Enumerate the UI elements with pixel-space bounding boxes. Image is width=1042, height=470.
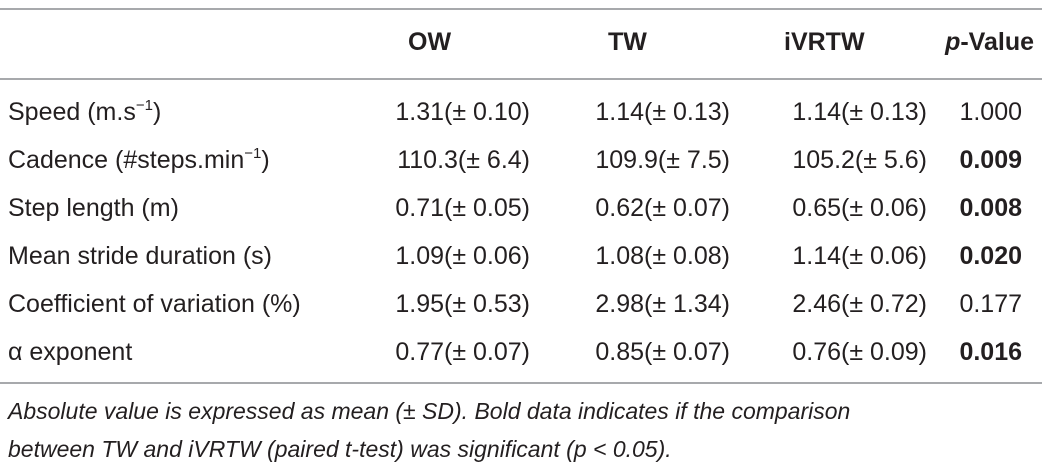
- header-ivrtw: iVRTW: [784, 28, 865, 56]
- cell-tw: 1.14(± 0.13): [595, 98, 730, 126]
- footnote-line-2: between TW and iVRTW (paired t-test) was…: [8, 436, 672, 462]
- cell-p-value: 0.009: [959, 146, 1022, 174]
- row-label-main: Speed (m.s: [8, 98, 136, 126]
- row-label: Step length (m): [8, 184, 179, 232]
- cell-ow: 0.77(± 0.07): [395, 338, 530, 366]
- table-header-row: OW TW iVRTW p-Value: [0, 18, 1042, 66]
- cell-tw: 109.9(± 7.5): [595, 146, 730, 174]
- table-top-rule: [0, 8, 1042, 10]
- row-label-main: α exponent: [8, 338, 133, 366]
- header-p-rest: -Value: [960, 28, 1034, 56]
- row-label-sup: −1: [135, 97, 153, 114]
- cell-ivrtw: 1.14(± 0.13): [792, 98, 927, 126]
- cell-p-value: 0.016: [959, 338, 1022, 366]
- row-label: α exponent: [8, 328, 132, 376]
- header-ow: OW: [408, 28, 452, 56]
- cell-p-value: 1.000: [959, 98, 1022, 126]
- table-row: Speed (m.s−1) 1.31(± 0.10) 1.14(± 0.13) …: [0, 88, 1042, 136]
- cell-ivrtw: 0.65(± 0.06): [792, 194, 927, 222]
- row-label-main: Coefficient of variation (%): [8, 290, 301, 318]
- row-label-tail: ): [152, 98, 162, 126]
- cell-p-value: 0.177: [959, 290, 1022, 318]
- table-row: α exponent 0.77(± 0.07) 0.85(± 0.07) 0.7…: [0, 328, 1042, 376]
- table-footnote: Absolute value is expressed as mean (± S…: [8, 392, 1038, 468]
- cell-tw: 0.85(± 0.07): [595, 338, 730, 366]
- header-tw: TW: [608, 28, 647, 56]
- table-bottom-rule: [0, 382, 1042, 384]
- row-label-main: Cadence (#steps.min: [8, 146, 245, 174]
- cell-ow: 1.09(± 0.06): [395, 242, 530, 270]
- cell-ow: 1.31(± 0.10): [395, 98, 530, 126]
- table-row: Mean stride duration (s) 1.09(± 0.06) 1.…: [0, 232, 1042, 280]
- footnote-line-1: Absolute value is expressed as mean (± S…: [8, 398, 851, 424]
- table-row: Coefficient of variation (%) 1.95(± 0.53…: [0, 280, 1042, 328]
- cell-tw: 0.62(± 0.07): [595, 194, 730, 222]
- table-header-rule: [0, 78, 1042, 80]
- row-label-tail: ): [261, 146, 270, 174]
- cell-tw: 2.98(± 1.34): [595, 290, 730, 318]
- cell-ivrtw: 105.2(± 5.6): [792, 146, 927, 174]
- cell-ow: 110.3(± 6.4): [397, 146, 530, 174]
- row-label: Cadence (#steps.min−1): [8, 136, 270, 184]
- cell-ivrtw: 2.46(± 0.72): [792, 290, 927, 318]
- cell-ivrtw: 1.14(± 0.06): [792, 242, 927, 270]
- row-label: Speed (m.s−1): [8, 88, 161, 136]
- cell-p-value: 0.020: [959, 242, 1022, 270]
- row-label-main: Mean stride duration (s): [8, 242, 273, 270]
- row-label: Coefficient of variation (%): [8, 280, 301, 328]
- cell-ow: 1.95(± 0.53): [395, 290, 530, 318]
- header-p-italic: p: [945, 28, 961, 56]
- header-p-value: p-Value: [945, 18, 1034, 66]
- row-label-main: Step length (m): [8, 194, 179, 222]
- cell-tw: 1.08(± 0.08): [595, 242, 730, 270]
- row-label-sup: −1: [244, 145, 262, 162]
- cell-ow: 0.71(± 0.05): [395, 194, 530, 222]
- cell-p-value: 0.008: [959, 194, 1022, 222]
- table-row: Cadence (#steps.min−1) 110.3(± 6.4) 109.…: [0, 136, 1042, 184]
- cell-ivrtw: 0.76(± 0.09): [792, 338, 927, 366]
- table-row: Step length (m) 0.71(± 0.05) 0.62(± 0.07…: [0, 184, 1042, 232]
- row-label: Mean stride duration (s): [8, 232, 272, 280]
